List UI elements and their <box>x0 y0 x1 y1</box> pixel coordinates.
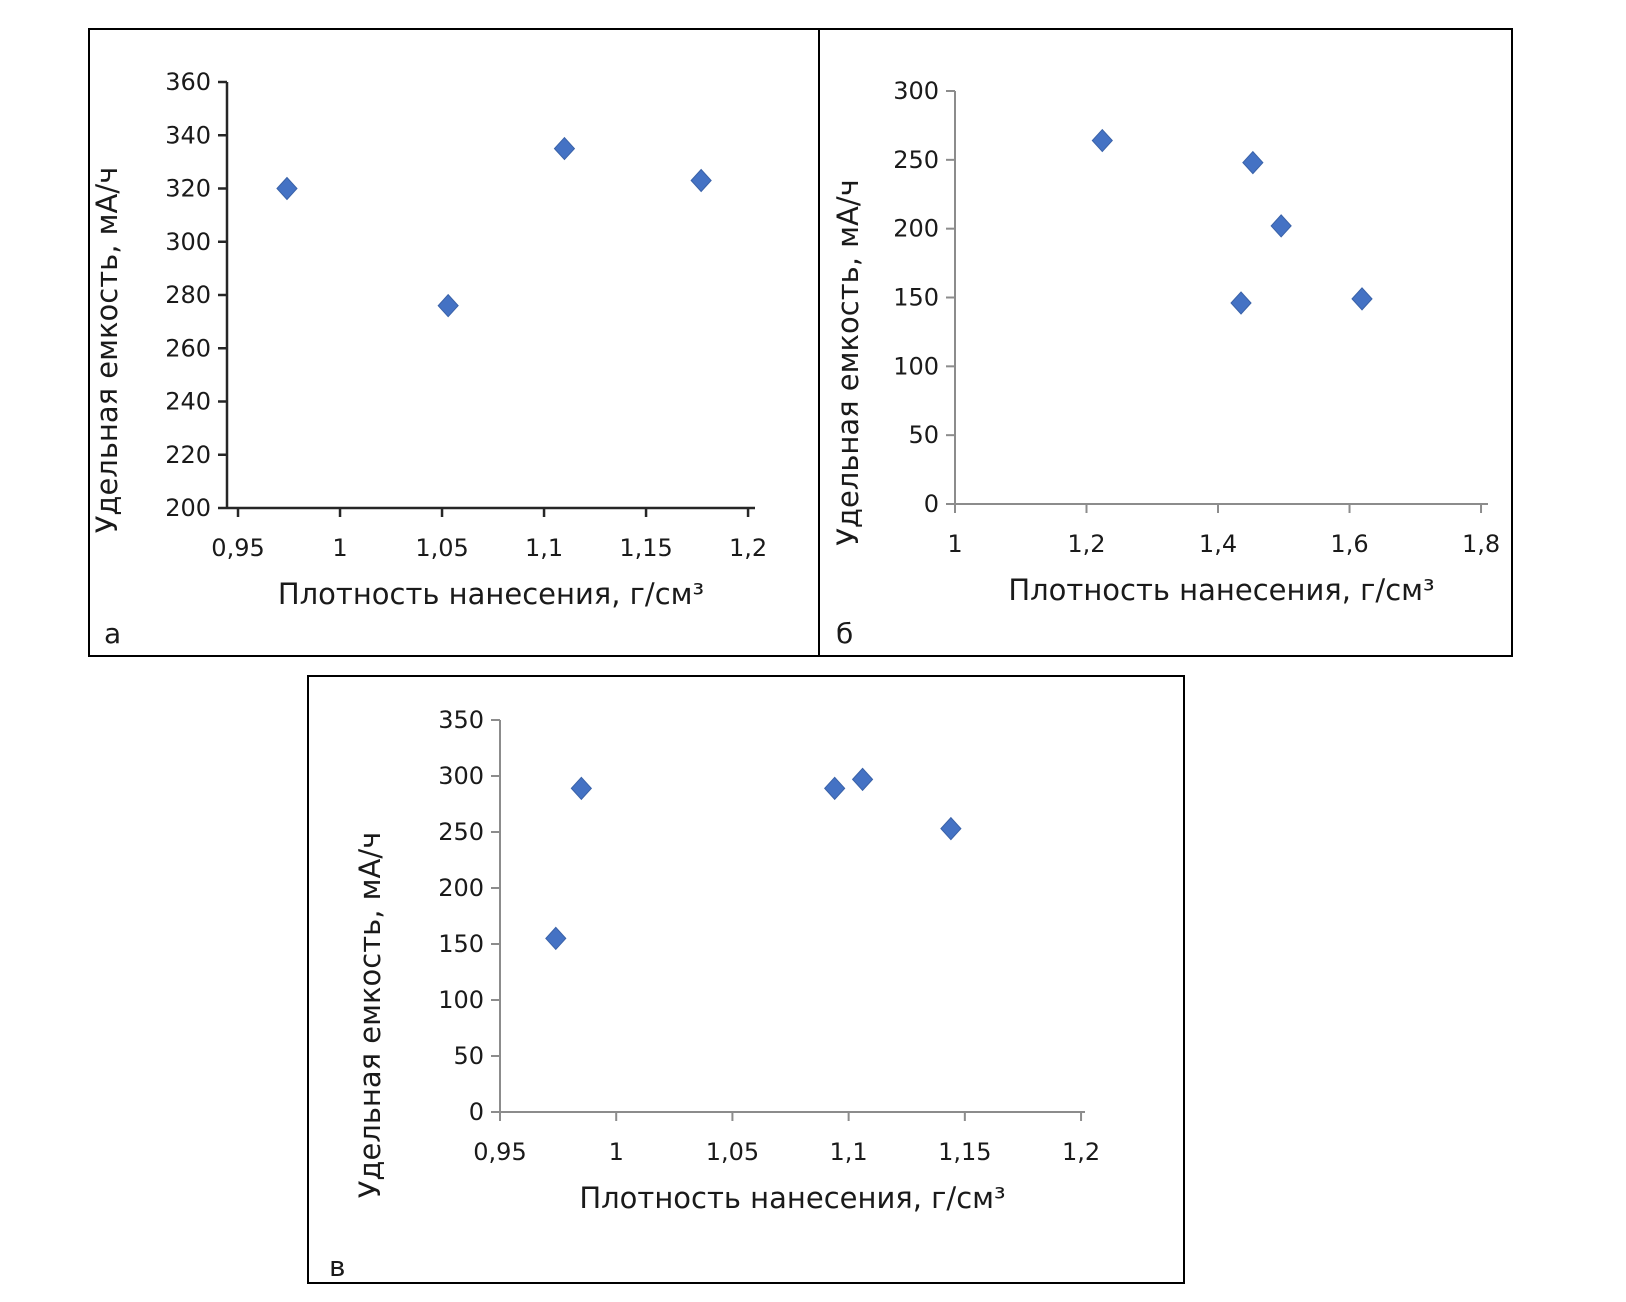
x-tick-label: 1 <box>332 534 347 562</box>
x-tick-label: 1 <box>609 1138 624 1166</box>
data-point-marker <box>851 767 874 792</box>
y-tick-label: 200 <box>893 215 939 243</box>
y-axis-title: Удельная емкость, мА/ч <box>90 167 124 534</box>
panel-b-label: б <box>836 617 854 650</box>
y-tick-label: 360 <box>165 68 211 96</box>
x-axis-title: Плотность нанесения, г/см³ <box>579 1181 1005 1215</box>
x-tick-label: 0,95 <box>211 534 264 562</box>
y-tick-label: 250 <box>438 818 484 846</box>
data-point-marker <box>545 926 567 951</box>
y-axis-title: Удельная емкость, мА/ч <box>353 832 387 1199</box>
panel-v-label: в <box>329 1250 346 1283</box>
y-tick-label: 340 <box>165 121 211 149</box>
x-tick-label: 1,1 <box>830 1138 868 1166</box>
x-tick-label: 1,4 <box>1199 530 1237 558</box>
data-point-marker <box>1270 214 1292 238</box>
y-tick-label: 200 <box>438 874 484 902</box>
y-tick-label: 200 <box>165 494 211 522</box>
data-point-marker <box>553 136 576 161</box>
x-tick-label: 0,95 <box>473 1138 526 1166</box>
data-point-marker <box>1242 150 1264 175</box>
y-tick-label: 280 <box>165 281 211 309</box>
y-tick-label: 150 <box>893 284 939 312</box>
panel-b: 0 50 100 150 200 250 300 1 1,2 1,4 1,6 1,8 Плотность… <box>818 28 1513 657</box>
y-tick-label: 0 <box>469 1098 484 1126</box>
y-tick-label: 50 <box>453 1042 484 1070</box>
x-tick-label: 1,2 <box>729 534 767 562</box>
y-tick-label: 150 <box>438 930 484 958</box>
y-tick-label: 350 <box>438 706 484 734</box>
y-axis-title: Удельная емкость, мА/ч <box>831 179 865 546</box>
y-tick-label: 50 <box>908 421 939 449</box>
x-tick-label: 1,1 <box>525 534 563 562</box>
scatter-chart-v: 0 50 100 150 200 250 300 350 0,95 1 1,05 1,1 1,15 1,2… <box>353 706 1100 1215</box>
y-tick-label: 0 <box>924 490 939 518</box>
x-tick-label: 1,05 <box>415 534 468 562</box>
y-tick-label: 300 <box>893 77 939 105</box>
y-tick-label: 100 <box>438 986 484 1014</box>
x-axis-title: Плотность нанесения, г/см³ <box>1008 573 1434 607</box>
x-tick-label: 1,6 <box>1330 530 1368 558</box>
panel-a-label: а <box>104 617 122 650</box>
x-tick-label: 1,05 <box>706 1138 759 1166</box>
data-point-marker <box>1230 291 1252 315</box>
x-tick-label: 1,8 <box>1462 530 1500 558</box>
scatter-chart-b: 0 50 100 150 200 250 300 1 1,2 1,4 1,6 1,8 Плотность… <box>831 77 1500 607</box>
scatter-chart-a: 200 220 240 260 280 300 320 340 360 0,95 1 1,05 1,1 1… <box>90 68 767 611</box>
y-tick-label: 260 <box>165 334 211 362</box>
data-point-marker <box>940 816 962 841</box>
y-tick-label: 220 <box>165 441 211 469</box>
y-tick-label: 100 <box>893 352 939 380</box>
x-tick-label: 1,2 <box>1062 1138 1100 1166</box>
x-tick-label: 1,2 <box>1067 530 1105 558</box>
y-tick-label: 320 <box>165 175 211 203</box>
data-point-marker <box>570 776 593 801</box>
x-axis-title: Плотность нанесения, г/см³ <box>278 577 704 611</box>
data-point-marker <box>437 293 459 318</box>
panel-v: 0 50 100 150 200 250 300 350 0,95 1 1,05 1,1 1,15 1,2… <box>307 675 1185 1284</box>
panel-a: 200 220 240 260 280 300 320 340 360 0,95 1 1,05 1,1 1… <box>88 28 820 657</box>
y-tick-label: 300 <box>165 228 211 256</box>
data-point-marker <box>690 168 712 193</box>
y-tick-label: 300 <box>438 762 484 790</box>
x-tick-label: 1,15 <box>619 534 672 562</box>
y-tick-label: 250 <box>893 146 939 174</box>
y-tick-label: 240 <box>165 388 211 416</box>
data-point-marker <box>824 776 846 801</box>
data-point-marker <box>1351 287 1373 311</box>
data-point-marker <box>276 176 298 201</box>
x-tick-label: 1 <box>947 530 962 558</box>
data-point-marker <box>1091 128 1113 153</box>
x-tick-label: 1,15 <box>938 1138 991 1166</box>
